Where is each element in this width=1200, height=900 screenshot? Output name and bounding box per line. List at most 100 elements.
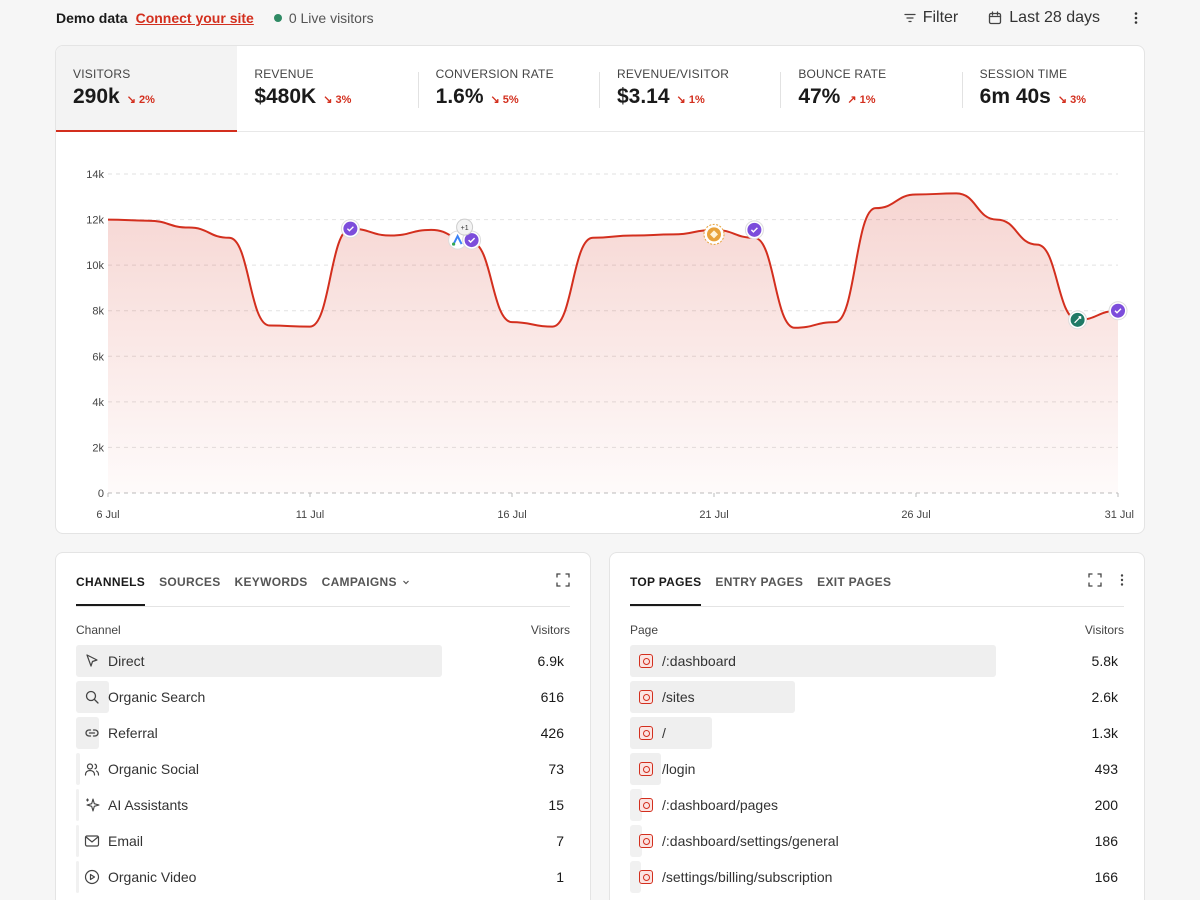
list-item[interactable]: /:dashboard/pages 200 <box>630 787 1118 823</box>
tab-entry-pages[interactable]: ENTRY PAGES <box>715 575 804 589</box>
list-item[interactable]: Organic Social 73 <box>76 751 564 787</box>
share-bar <box>76 753 81 785</box>
list-item[interactable]: /login 493 <box>630 751 1118 787</box>
date-range-label: Last 28 days <box>1009 9 1100 26</box>
data-point[interactable] <box>509 319 515 325</box>
data-point[interactable] <box>388 233 394 239</box>
y-tick-label: 8k <box>92 306 104 318</box>
tab-channels[interactable]: CHANNELS <box>76 575 146 606</box>
page-favicon-icon <box>638 797 654 813</box>
row-value: 7 <box>556 833 564 849</box>
share-bar <box>76 825 79 857</box>
data-point[interactable] <box>590 235 596 241</box>
date-range-button[interactable]: Last 28 days <box>988 9 1100 27</box>
tab-sources[interactable]: SOURCES <box>159 575 221 589</box>
more-options-button[interactable] <box>1120 573 1124 587</box>
data-point[interactable] <box>630 233 636 239</box>
list-item[interactable]: Organic Video 1 <box>76 859 564 895</box>
page-favicon-icon <box>638 689 654 705</box>
check-badge-icon[interactable] <box>1108 301 1128 321</box>
list-item[interactable]: Email 7 <box>76 823 564 859</box>
favicon-icon <box>639 690 653 704</box>
list-item[interactable]: /sites 2.6k <box>630 679 1118 715</box>
list-item[interactable]: / 1.3k <box>630 715 1118 751</box>
sparkles-icon <box>84 797 100 813</box>
row-value: 5.8k <box>1091 653 1118 669</box>
metric-change: ↗ 1% <box>847 94 876 106</box>
metric-session-time[interactable]: SESSION TIME 6m 40s ↘ 3% <box>963 46 1144 132</box>
row-label: /:dashboard/settings/general <box>662 833 839 849</box>
metric-bounce-rate[interactable]: BOUNCE RATE 47% ↗ 1% <box>781 46 963 132</box>
list-item[interactable]: Referral 426 <box>76 715 564 751</box>
gold-coin-icon[interactable] <box>703 223 725 245</box>
data-point[interactable] <box>226 235 232 241</box>
data-point[interactable] <box>953 190 959 196</box>
metric-label: VISITORS <box>73 67 131 81</box>
data-point[interactable] <box>307 324 313 330</box>
data-point[interactable] <box>792 325 798 331</box>
tab-exit-pages[interactable]: EXIT PAGES <box>817 575 892 589</box>
share-bar <box>76 681 109 713</box>
share-bar <box>630 861 641 893</box>
check-badge-icon[interactable] <box>340 219 360 239</box>
metric-value: 290k <box>73 85 120 108</box>
expand-icon <box>1088 573 1102 587</box>
share-bar <box>630 789 643 821</box>
row-value: 1.3k <box>1091 725 1118 741</box>
metric-change: ↘ 2% <box>126 94 155 106</box>
data-point[interactable] <box>549 324 555 330</box>
data-point[interactable] <box>145 218 151 224</box>
metric-revenue[interactable]: REVENUE $480K ↘ 3% <box>237 46 419 132</box>
metric-value: $480K <box>254 85 317 108</box>
x-tick-label: 11 Jul <box>296 509 325 521</box>
x-tick-label: 16 Jul <box>497 509 526 521</box>
metric-visitors[interactable]: VISITORS 290k ↘ 2% <box>56 46 238 132</box>
channel-column-header: Channel <box>76 623 121 637</box>
data-point[interactable] <box>105 217 111 223</box>
filter-icon <box>904 13 916 23</box>
data-point[interactable] <box>267 323 273 329</box>
data-point[interactable] <box>671 231 677 237</box>
data-point[interactable] <box>873 205 879 211</box>
y-tick-label: 12k <box>86 215 104 227</box>
data-point[interactable] <box>832 319 838 325</box>
share-bar <box>630 825 642 857</box>
list-item[interactable]: Direct 6.9k <box>76 643 564 679</box>
page-favicon-icon <box>638 833 654 849</box>
mail-icon <box>84 833 100 849</box>
metric-conversion-rate[interactable]: CONVERSION RATE 1.6% ↘ 5% <box>419 46 600 132</box>
row-label: /login <box>662 761 696 777</box>
filter-button[interactable]: Filter <box>904 9 958 27</box>
connect-site-link[interactable]: Connect your site <box>135 10 254 26</box>
tab-campaigns[interactable]: CAMPAIGNS <box>322 575 411 606</box>
list-item[interactable]: Organic Search 616 <box>76 679 564 715</box>
link-icon <box>84 725 100 741</box>
demo-data-label: Demo data <box>56 10 128 26</box>
data-point[interactable] <box>994 217 1000 223</box>
data-point[interactable] <box>186 225 192 231</box>
data-point[interactable] <box>428 227 434 233</box>
rocket-icon[interactable] <box>1068 310 1088 330</box>
expand-button[interactable] <box>556 573 570 587</box>
metric-value: 6m 40s <box>979 85 1051 108</box>
search-icon <box>84 689 100 705</box>
tab-top-pages[interactable]: TOP PAGES <box>630 575 702 606</box>
check-badge-icon[interactable] <box>744 220 764 240</box>
google-ads-icon[interactable]: +1 <box>448 218 482 250</box>
list-item[interactable]: /settings/billing/subscription 166 <box>630 859 1118 895</box>
metric-revenue-visitor[interactable]: REVENUE/VISITOR $3.14 ↘ 1% <box>600 46 782 132</box>
row-label: Organic Social <box>108 761 200 777</box>
share-bar <box>76 789 79 821</box>
list-item[interactable]: /:dashboard/settings/general 186 <box>630 823 1118 859</box>
metric-label: REVENUE/VISITOR <box>616 67 730 81</box>
list-item[interactable]: AI Assistants 15 <box>76 787 564 823</box>
data-point[interactable] <box>913 192 919 198</box>
expand-button[interactable] <box>1088 573 1102 587</box>
data-point[interactable] <box>1034 242 1040 248</box>
pages-tabs: TOP PAGES ENTRY PAGES EXIT PAGES <box>630 553 1124 607</box>
list-item[interactable]: /:dashboard 5.8k <box>630 643 1118 679</box>
annotation-count: +1 <box>461 225 469 232</box>
more-options-button[interactable] <box>1128 11 1144 25</box>
metric-divider <box>598 72 600 108</box>
tab-keywords[interactable]: KEYWORDS <box>234 575 308 589</box>
